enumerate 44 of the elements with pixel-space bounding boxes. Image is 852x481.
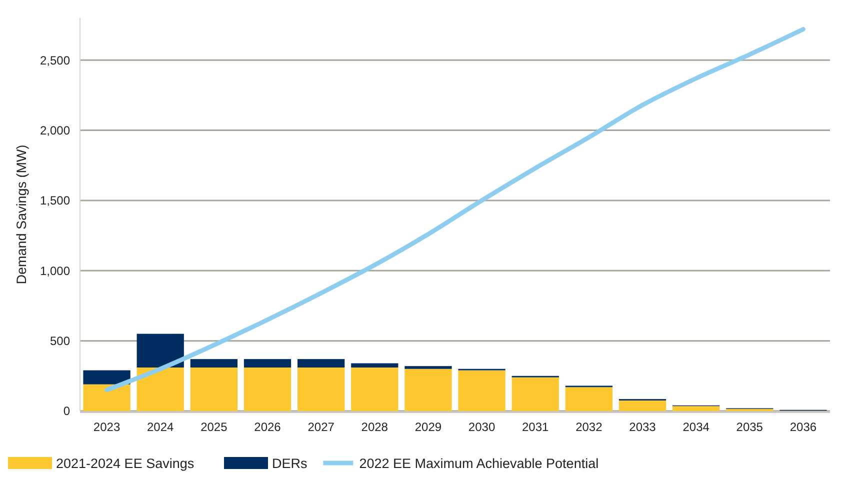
legend-label: DERs [272,456,308,471]
bar [136,367,184,411]
x-tick-label: 2036 [790,420,817,434]
bar [458,370,506,411]
x-tick-label: 2031 [522,420,550,434]
y-tick-label: 2,000 [40,123,70,138]
bar [351,367,398,411]
bar [190,367,238,411]
y-axis-title: Demand Savings (MW) [14,144,29,284]
bar [298,359,345,368]
bar [565,387,612,411]
y-tick-label: 1,000 [40,264,70,278]
x-tick-label: 2033 [629,420,656,434]
y-tick-label: 1,500 [40,194,70,208]
x-tick-label: 2034 [682,420,710,434]
x-tick-label: 2025 [200,420,228,434]
bar [404,368,452,411]
bar [83,384,130,411]
y-tick-label: 500 [50,334,70,348]
bar [618,400,666,411]
bar [136,334,184,368]
line-series [104,26,806,392]
bar [404,366,452,369]
bar [351,363,398,368]
bar [190,359,238,368]
x-tick-label: 2029 [414,420,442,434]
bar [244,359,292,368]
x-tick-label: 2024 [147,420,174,434]
x-tick-label: 2027 [308,420,335,434]
bar [512,377,559,411]
bar [244,367,292,411]
y-tick-label: 0 [63,404,70,418]
x-tick-label: 2035 [736,420,764,434]
x-tick-label: 2032 [576,420,603,434]
x-tick-label: 2030 [468,420,496,434]
y-tick-label: 2,500 [40,53,70,68]
bar [83,370,130,384]
bar [672,406,720,411]
x-tick-label: 2026 [254,420,282,434]
legend-label: 2021-2024 EE Savings [56,456,194,471]
legend-label: 2022 EE Maximum Achievable Potential [359,456,599,471]
x-tick-label: 2023 [93,420,120,434]
bar [298,367,345,411]
x-tick-label: 2028 [361,420,388,434]
